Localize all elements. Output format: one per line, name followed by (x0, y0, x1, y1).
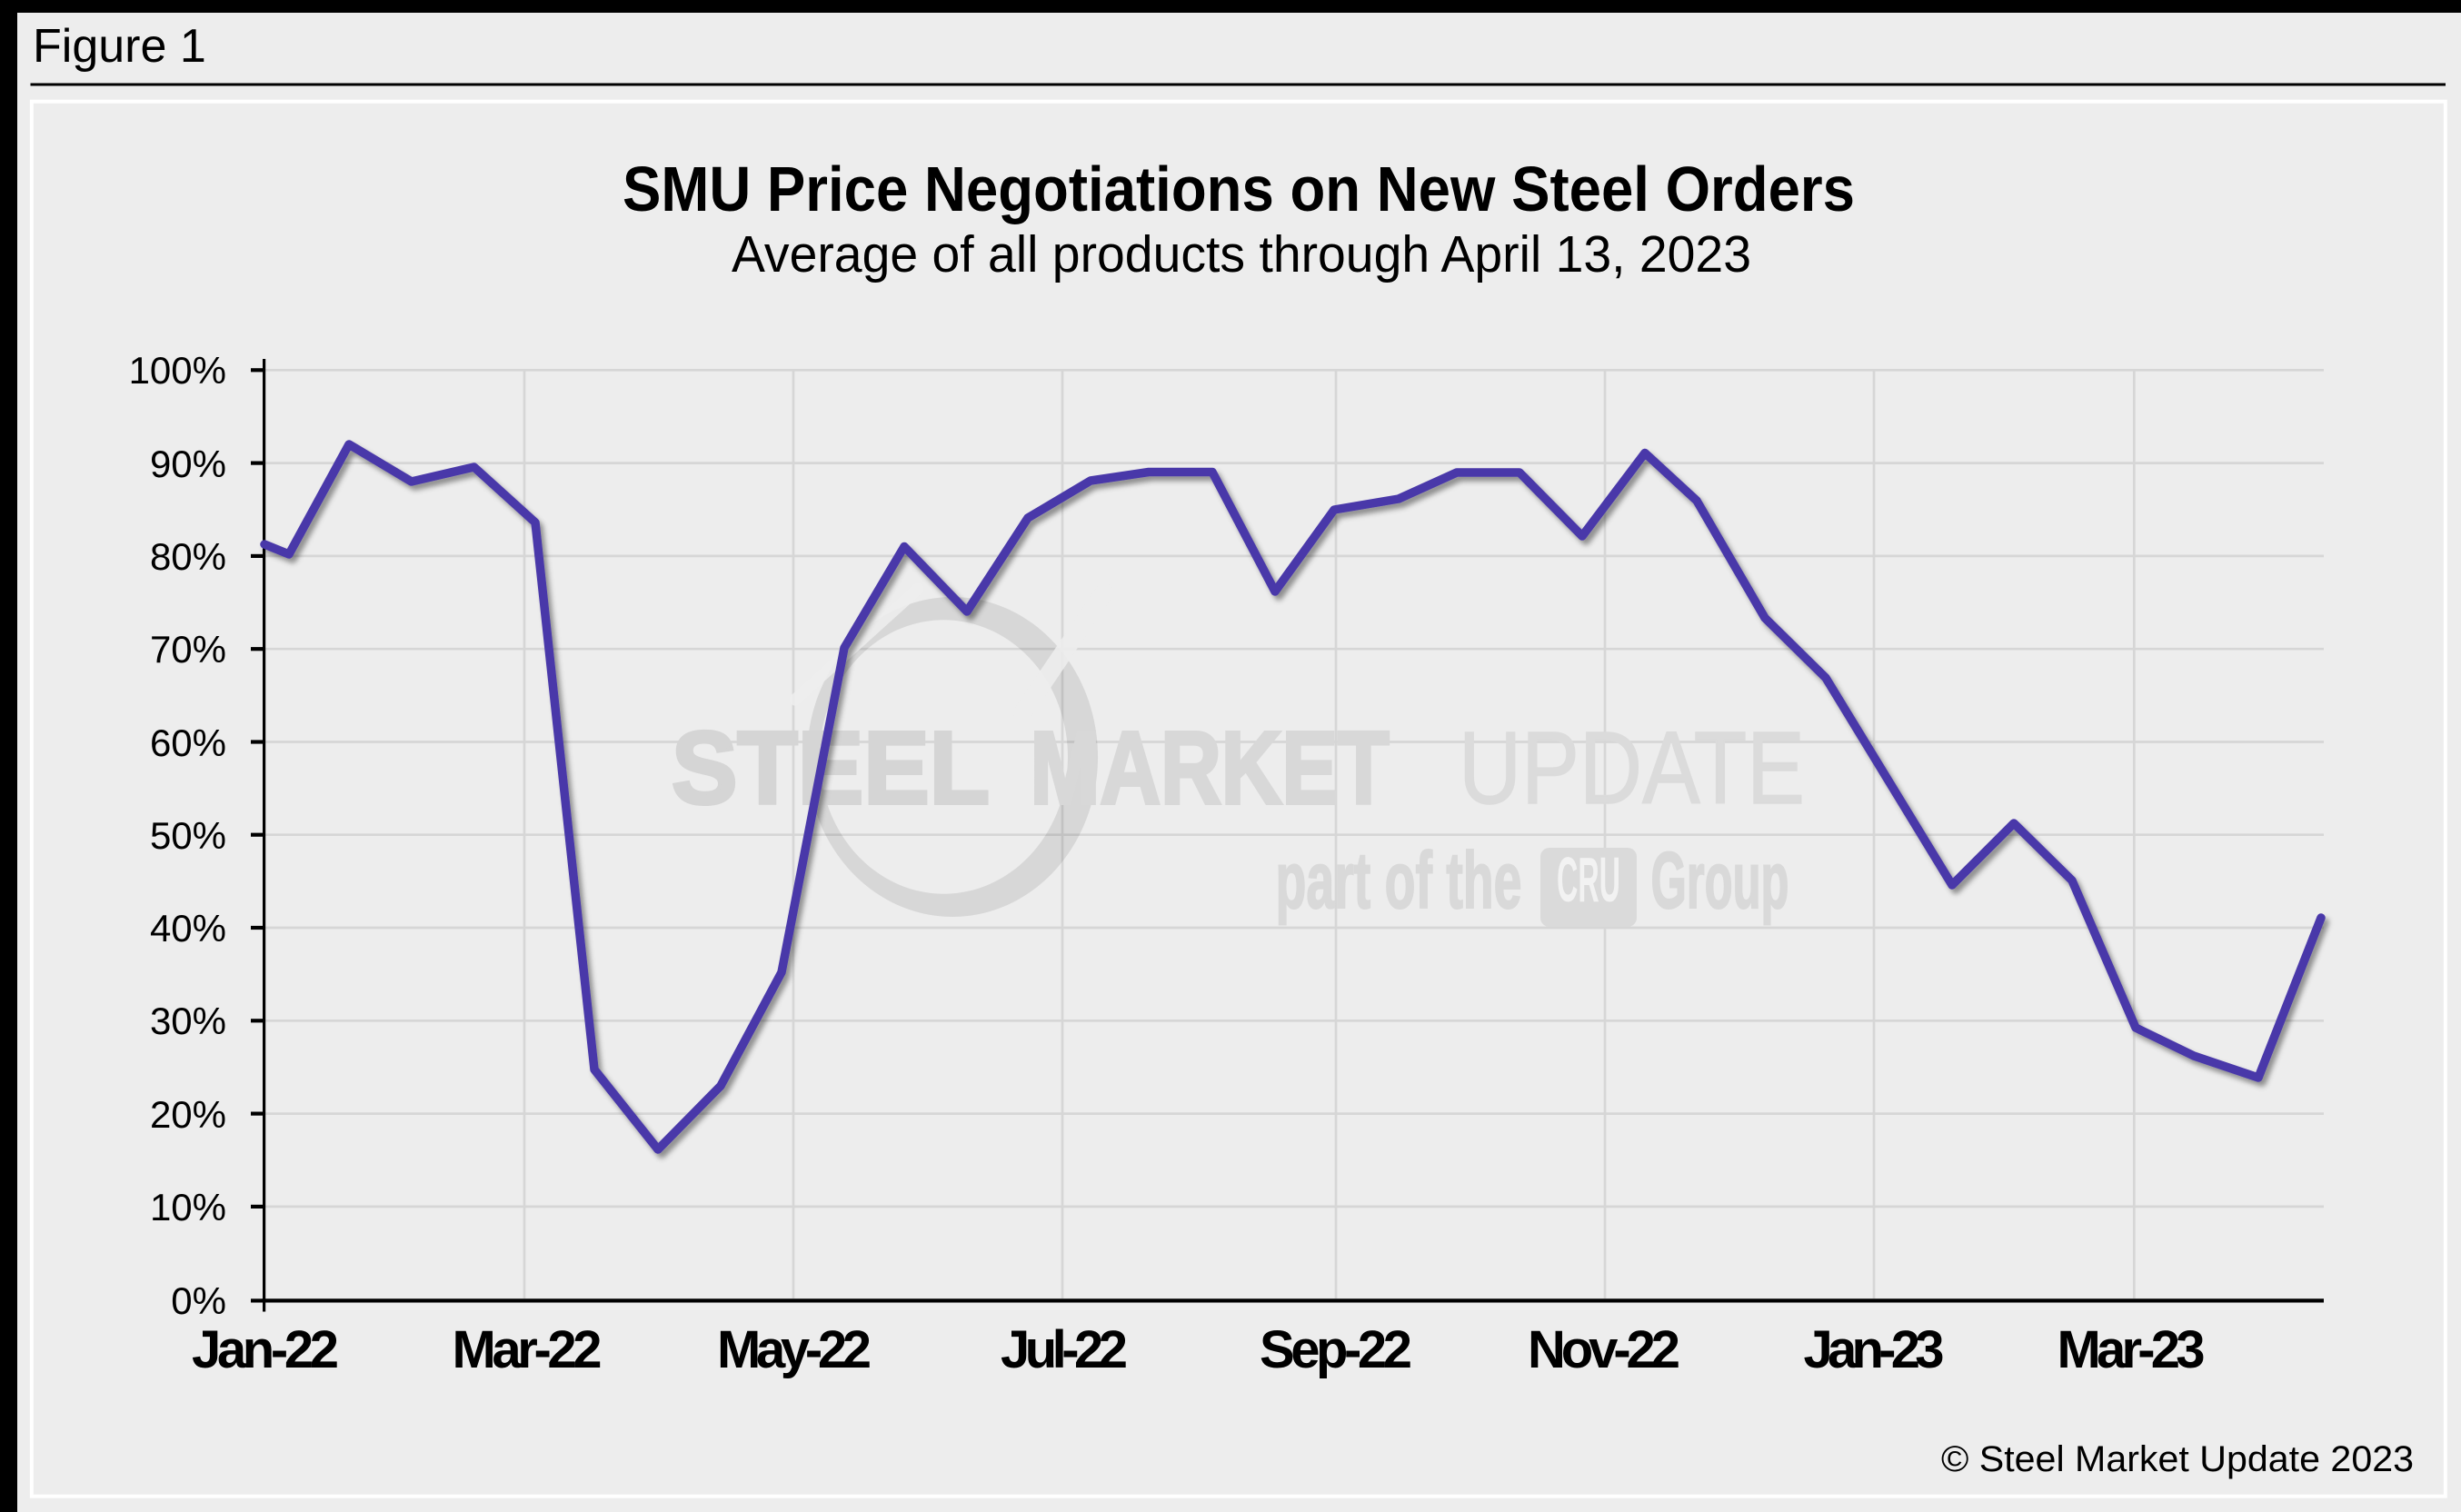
svg-text:20%: 20% (150, 1093, 226, 1136)
svg-text:Jan-22: Jan-22 (192, 1320, 339, 1379)
svg-text:70%: 70% (150, 628, 226, 671)
svg-text:Mar-22: Mar-22 (453, 1320, 603, 1379)
svg-text:60%: 60% (150, 721, 226, 764)
svg-text:10%: 10% (150, 1186, 226, 1228)
svg-text:UPDATE: UPDATE (1459, 711, 1805, 825)
svg-text:Mar-23: Mar-23 (2057, 1320, 2206, 1379)
svg-text:Group: Group (1651, 835, 1789, 925)
svg-text:100%: 100% (129, 349, 226, 392)
svg-text:Sep-22: Sep-22 (1260, 1320, 1412, 1379)
svg-text:MARKET: MARKET (1031, 711, 1390, 825)
svg-text:Jan-23: Jan-23 (1804, 1320, 1945, 1379)
svg-text:May-22: May-22 (717, 1320, 872, 1379)
svg-text:part of the: part of the (1276, 835, 1522, 925)
svg-text:0%: 0% (171, 1279, 226, 1322)
svg-text:Average of all products throug: Average of all products through April 13… (732, 225, 1751, 284)
svg-text:30%: 30% (150, 1000, 226, 1042)
svg-text:80%: 80% (150, 535, 226, 578)
svg-text:CRU: CRU (1557, 844, 1620, 915)
svg-text:90%: 90% (150, 443, 226, 485)
svg-text:Jul-22: Jul-22 (1001, 1320, 1128, 1379)
svg-text:Nov-22: Nov-22 (1528, 1320, 1680, 1379)
svg-text:© Steel Market Update 2023: © Steel Market Update 2023 (1941, 1439, 2414, 1479)
svg-text:Figure 1: Figure 1 (33, 20, 206, 73)
svg-text:SMU Price Negotiations on New: SMU Price Negotiations on New Steel Orde… (623, 154, 1855, 224)
svg-text:40%: 40% (150, 907, 226, 950)
svg-text:50%: 50% (150, 814, 226, 857)
